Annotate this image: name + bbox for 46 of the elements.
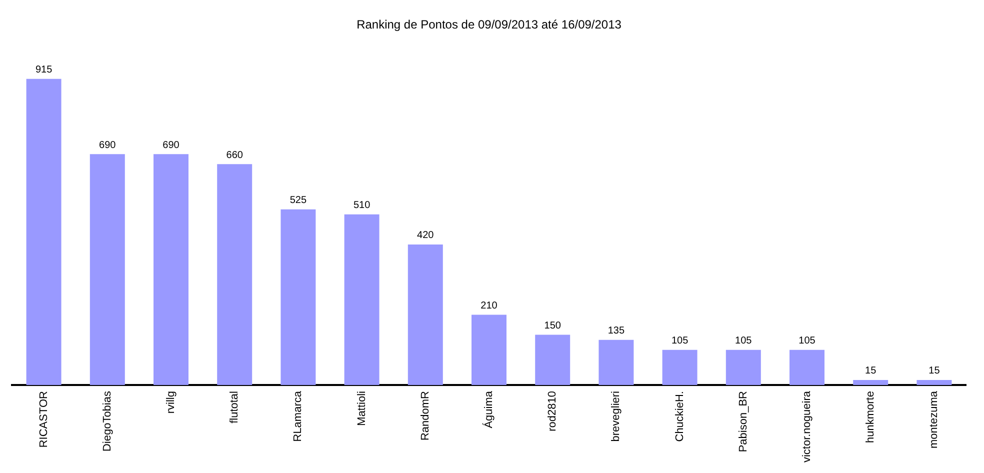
x-tick-label: Mattioli: [356, 391, 368, 426]
bar: [790, 350, 824, 385]
bar: [472, 314, 506, 385]
x-tick-label: flutotal: [228, 391, 241, 424]
x-tick-label: RICASTOR: [38, 390, 50, 448]
data-label: 105: [798, 336, 816, 347]
data-label: 210: [480, 300, 498, 312]
data-label: 690: [99, 140, 116, 151]
bar: [726, 350, 761, 385]
bar: [408, 244, 443, 385]
bar: [853, 380, 888, 385]
data-label: 420: [417, 230, 434, 242]
x-tick-label: hunkmorte: [864, 391, 877, 443]
data-label: 15: [865, 366, 877, 377]
bar: [217, 164, 252, 385]
chart-title: Ranking de Pontos de 09/09/2013 até 16/09/2013: [356, 18, 622, 32]
data-label: 690: [162, 140, 180, 151]
data-label: 510: [353, 200, 371, 212]
x-tick-label: RLamarca: [292, 390, 304, 442]
bar: [598, 340, 634, 385]
x-tick-label: rod2810: [546, 391, 559, 432]
data-label: 105: [671, 336, 689, 347]
data-label: 105: [735, 336, 752, 347]
bar: [26, 78, 62, 385]
x-tick-label: breveglieri: [610, 391, 622, 442]
data-label: 660: [226, 150, 244, 161]
data-label: 525: [290, 195, 307, 206]
bar: [916, 380, 952, 385]
bar: [662, 350, 698, 385]
bar: [535, 334, 570, 385]
x-tick-label: rvillg: [165, 391, 178, 414]
x-tick-label: DiegoTobias: [101, 390, 114, 452]
data-label: 15: [928, 366, 940, 377]
x-tick-label: Águima: [482, 390, 496, 428]
data-label: 150: [544, 320, 562, 332]
x-tick-label: ChuckieH.: [674, 391, 686, 442]
x-tick-label: RandomR: [419, 390, 432, 441]
bar: [344, 214, 380, 385]
x-tick-label: victor.nogueira: [801, 390, 814, 463]
x-tick-label: montezuma: [928, 390, 940, 448]
bar: [154, 154, 188, 385]
x-tick-label: Pabison_BR: [737, 390, 750, 452]
bar: [90, 154, 125, 385]
data-label: 915: [35, 64, 53, 76]
data-label: 135: [608, 326, 625, 337]
bar: [280, 209, 316, 385]
